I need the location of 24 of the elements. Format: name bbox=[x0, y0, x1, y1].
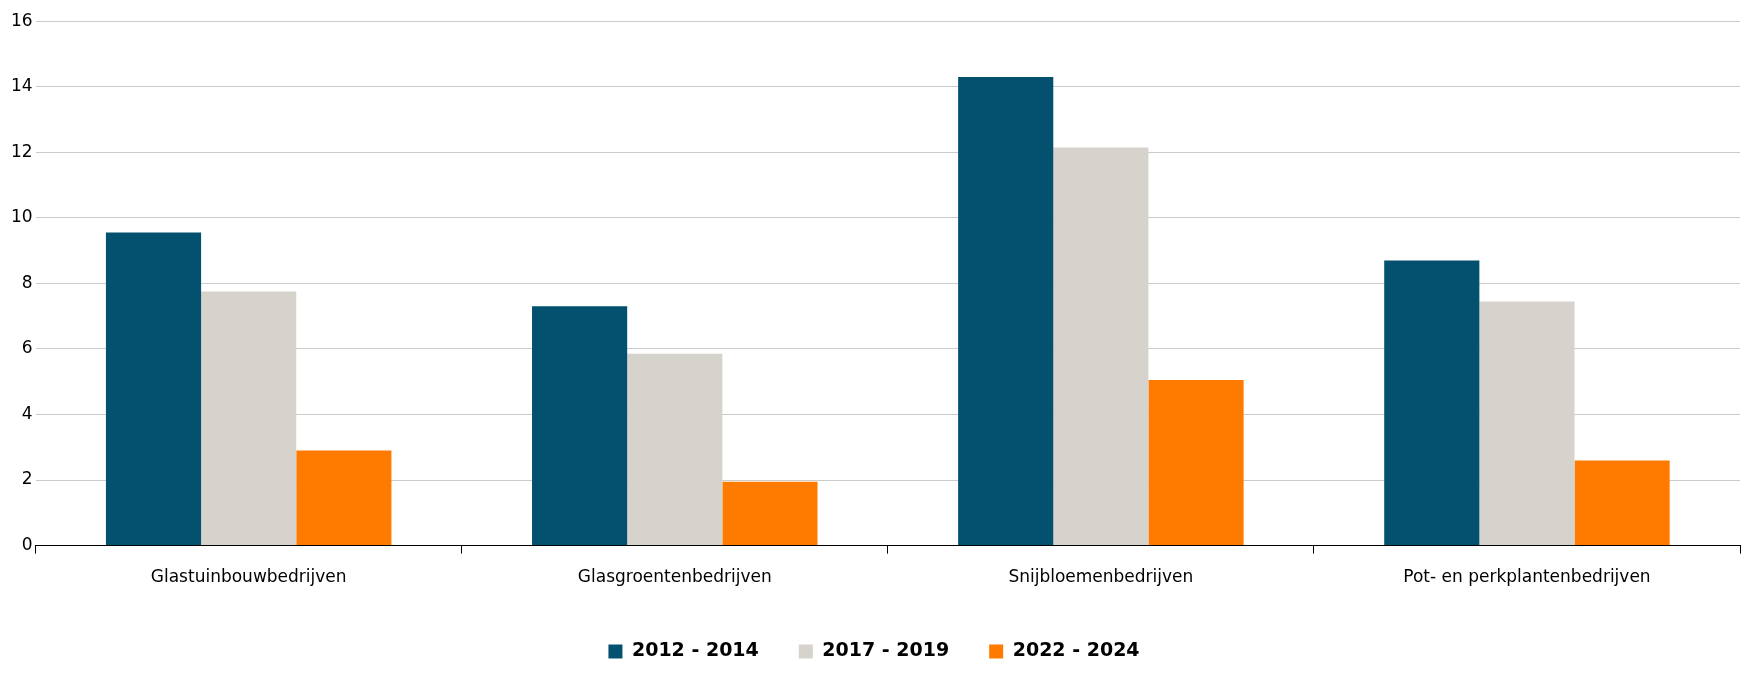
y-tick-label: 4 bbox=[21, 402, 33, 423]
y-tick-label: 16 bbox=[10, 9, 33, 30]
bar bbox=[1384, 260, 1480, 546]
x-tick-label: Glasgroentenbedrijven bbox=[577, 566, 772, 587]
legend-label: 2017 - 2019 bbox=[822, 638, 950, 661]
y-tick-label: 0 bbox=[21, 534, 33, 555]
bar bbox=[1574, 460, 1670, 546]
x-tick-label: Glastuinbouwbedrijven bbox=[150, 566, 347, 587]
y-tick-label: 12 bbox=[10, 140, 33, 161]
y-tick-label: 6 bbox=[21, 337, 33, 358]
x-tick-label: Snijbloemenbedrijven bbox=[1008, 566, 1194, 587]
bar bbox=[532, 306, 628, 546]
x-tick-label: Pot- en perkplantenbedrijven bbox=[1403, 566, 1651, 587]
bar bbox=[958, 76, 1054, 546]
y-tick-label: 2 bbox=[21, 468, 33, 489]
bar bbox=[722, 481, 818, 546]
bar bbox=[1148, 380, 1244, 546]
y-tick-label: 10 bbox=[10, 206, 33, 227]
y-tick-label: 14 bbox=[10, 75, 33, 96]
legend-label: 2012 - 2014 bbox=[631, 638, 759, 661]
bar bbox=[105, 232, 202, 546]
legend-label: 2022 - 2024 bbox=[1012, 638, 1140, 661]
bar bbox=[296, 450, 392, 546]
y-tick-label: 8 bbox=[21, 271, 33, 292]
